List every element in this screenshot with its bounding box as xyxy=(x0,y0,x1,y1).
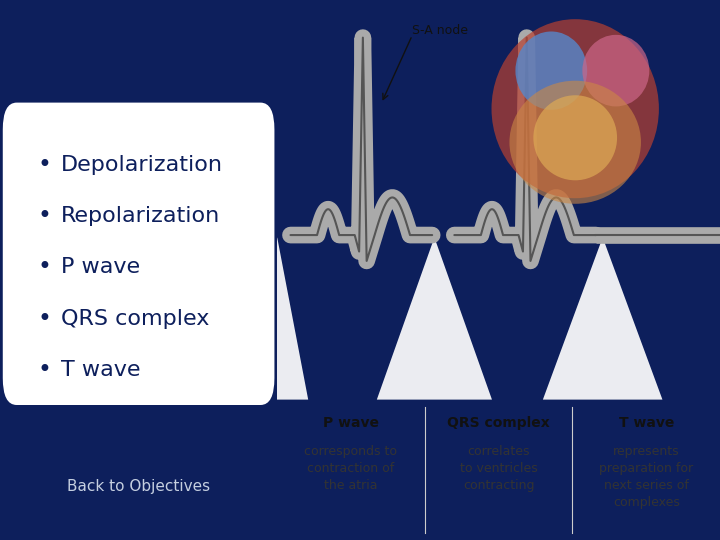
Polygon shape xyxy=(246,238,308,400)
Ellipse shape xyxy=(534,95,617,180)
Text: P wave: P wave xyxy=(61,257,140,278)
Text: •: • xyxy=(37,255,51,279)
Ellipse shape xyxy=(492,19,659,198)
Polygon shape xyxy=(377,238,492,400)
Text: P wave: P wave xyxy=(323,416,379,430)
Polygon shape xyxy=(543,238,662,400)
Text: •: • xyxy=(37,358,51,382)
Text: S-A node: S-A node xyxy=(413,24,468,37)
Text: T wave: T wave xyxy=(61,360,140,380)
Text: •: • xyxy=(37,307,51,330)
Text: Repolarization: Repolarization xyxy=(61,206,220,226)
Text: •: • xyxy=(37,204,51,228)
Ellipse shape xyxy=(510,80,641,204)
Text: represents
preparation for
next series of
complexes: represents preparation for next series o… xyxy=(599,444,693,509)
Text: Depolarization: Depolarization xyxy=(61,154,223,175)
Text: correlates
to ventricles
contracting: correlates to ventricles contracting xyxy=(460,444,537,491)
Text: •: • xyxy=(37,153,51,177)
FancyBboxPatch shape xyxy=(3,103,274,405)
Text: corresponds to
contraction of
the atria: corresponds to contraction of the atria xyxy=(305,444,397,491)
Text: QRS complex: QRS complex xyxy=(447,416,550,430)
Text: Back to Objectives: Back to Objectives xyxy=(67,478,210,494)
Text: T wave: T wave xyxy=(618,416,674,430)
Ellipse shape xyxy=(582,35,649,106)
Ellipse shape xyxy=(516,31,588,110)
Text: QRS complex: QRS complex xyxy=(61,308,210,329)
